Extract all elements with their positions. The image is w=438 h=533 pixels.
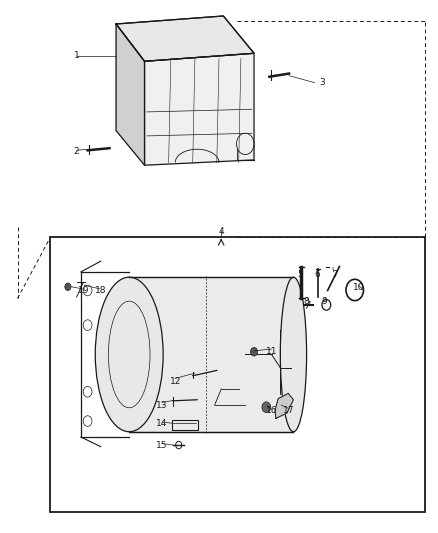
Text: 6: 6 <box>314 270 321 279</box>
Text: 14: 14 <box>156 419 168 428</box>
Bar <box>172 420 198 430</box>
Text: 13: 13 <box>156 401 168 409</box>
Ellipse shape <box>280 277 307 432</box>
Text: 8: 8 <box>304 297 310 305</box>
Text: 9: 9 <box>321 297 327 305</box>
Text: 1: 1 <box>74 52 80 60</box>
Text: 19: 19 <box>78 286 89 295</box>
Text: 3: 3 <box>319 78 325 87</box>
Bar <box>50 237 425 512</box>
Text: 10: 10 <box>353 284 365 292</box>
Text: 15: 15 <box>156 441 168 449</box>
Text: 17: 17 <box>283 406 295 415</box>
Polygon shape <box>116 16 254 61</box>
Polygon shape <box>145 53 254 165</box>
Text: 2: 2 <box>74 148 79 156</box>
Circle shape <box>251 348 258 356</box>
Circle shape <box>262 402 271 413</box>
Text: 18: 18 <box>95 286 106 295</box>
Text: 12: 12 <box>170 377 181 385</box>
Polygon shape <box>116 24 145 165</box>
Polygon shape <box>275 393 293 418</box>
Text: 11: 11 <box>266 348 277 356</box>
Circle shape <box>65 283 71 290</box>
Ellipse shape <box>95 277 163 432</box>
Polygon shape <box>129 277 293 432</box>
Text: 16: 16 <box>266 406 277 415</box>
Text: 5: 5 <box>297 270 303 279</box>
Text: 7: 7 <box>332 270 338 279</box>
Text: 4: 4 <box>219 228 224 236</box>
